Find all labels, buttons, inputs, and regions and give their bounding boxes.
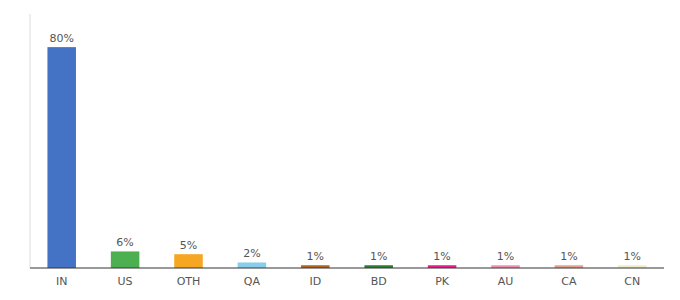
bar [111, 251, 140, 268]
data-label: 80% [49, 32, 73, 45]
x-tick-label: AU [498, 275, 514, 288]
x-tick-label: IN [56, 275, 67, 288]
chart: 80% 6% 5% 2% 1% 1% 1% 1% 1% 1% IN US OTH QA ID BD PK AU CA… [0, 0, 680, 300]
bar [174, 254, 203, 268]
data-label: 1% [497, 250, 514, 263]
x-tick-label: CN [624, 275, 640, 288]
data-label: 1% [624, 250, 641, 263]
chart-container: 80% 6% 5% 2% 1% 1% 1% 1% 1% 1% IN US OTH QA ID BD PK AU CA… [0, 0, 680, 300]
x-tick-label: CA [561, 275, 577, 288]
data-label: 1% [307, 250, 324, 263]
bar [238, 262, 267, 268]
data-label: 1% [560, 250, 577, 263]
x-tick-label: PK [435, 275, 450, 288]
x-tick-label: BD [371, 275, 387, 288]
data-labels: 80% 6% 5% 2% 1% 1% 1% 1% 1% 1% [49, 32, 641, 263]
bars [47, 47, 646, 268]
data-label: 1% [370, 250, 387, 263]
x-tick-label: QA [244, 275, 261, 288]
x-axis-line [30, 268, 664, 269]
data-label: 5% [180, 239, 197, 252]
data-label: 1% [433, 250, 450, 263]
x-tick-label: ID [309, 275, 321, 288]
axes: IN US OTH QA ID BD PK AU CA CN [30, 14, 664, 288]
x-tick-label: OTH [177, 275, 201, 288]
data-label: 2% [243, 247, 260, 260]
data-label: 6% [116, 236, 133, 249]
bar [47, 47, 76, 268]
x-tick-label: US [118, 275, 133, 288]
y-axis-line [30, 14, 31, 268]
